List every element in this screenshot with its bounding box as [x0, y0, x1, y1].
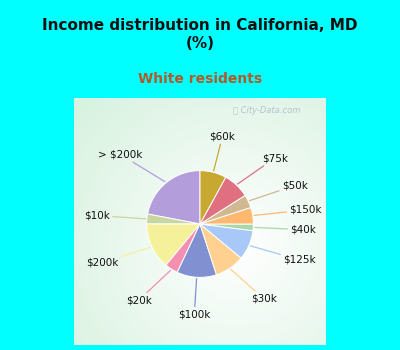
Text: $10k: $10k [84, 210, 145, 220]
Text: $50k: $50k [250, 181, 308, 201]
Wedge shape [147, 214, 200, 224]
Text: Income distribution in California, MD
(%): Income distribution in California, MD (%… [42, 18, 358, 51]
Wedge shape [200, 224, 241, 275]
Wedge shape [177, 224, 216, 277]
Wedge shape [200, 224, 253, 231]
Text: $75k: $75k [238, 153, 288, 184]
Text: $30k: $30k [231, 270, 277, 304]
Text: $150k: $150k [254, 205, 322, 215]
Wedge shape [148, 171, 200, 224]
Text: > $200k: > $200k [98, 149, 165, 182]
Text: $60k: $60k [210, 131, 236, 171]
Wedge shape [147, 224, 200, 265]
Text: ⓘ City-Data.com: ⓘ City-Data.com [233, 106, 300, 114]
Wedge shape [200, 224, 253, 258]
Text: $100k: $100k [178, 279, 210, 319]
Text: White residents: White residents [138, 72, 262, 86]
Wedge shape [200, 171, 226, 224]
Wedge shape [200, 177, 245, 224]
Text: $20k: $20k [126, 270, 171, 305]
Wedge shape [166, 224, 200, 272]
Wedge shape [200, 208, 253, 224]
Text: $125k: $125k [250, 246, 316, 265]
Text: $200k: $200k [86, 247, 150, 267]
Wedge shape [200, 195, 251, 224]
Text: $40k: $40k [255, 225, 316, 235]
